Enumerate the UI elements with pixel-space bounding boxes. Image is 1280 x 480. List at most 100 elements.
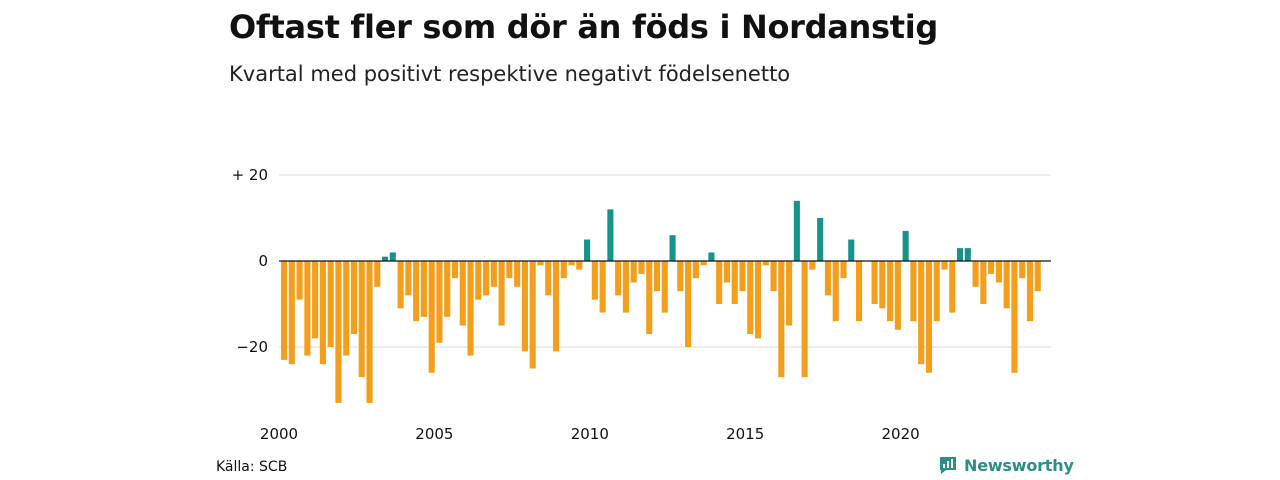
bar-negative: [529, 261, 536, 369]
bar-negative: [824, 261, 831, 296]
bar-negative: [731, 261, 738, 304]
y-tick-label: + 20: [232, 166, 268, 184]
bar-positive: [669, 235, 676, 261]
bar-negative: [988, 261, 995, 274]
x-tick-label: 2000: [260, 425, 298, 443]
bar-negative: [428, 261, 435, 373]
bar-negative: [894, 261, 901, 330]
bar-negative: [630, 261, 637, 283]
bar-positive: [793, 200, 800, 261]
bar-negative: [832, 261, 839, 322]
bar-negative: [972, 261, 979, 287]
bar-positive: [902, 230, 909, 261]
bar-negative: [615, 261, 622, 296]
bar-negative: [1011, 261, 1018, 373]
x-tick-label: 2005: [415, 425, 453, 443]
bar-positive: [964, 248, 971, 261]
brand-name: Newsworthy: [964, 455, 1074, 475]
chart-title: Oftast fler som dör än föds i Nordanstig: [229, 8, 939, 46]
bar-negative: [801, 261, 808, 378]
bar-negative: [319, 261, 326, 365]
bar-negative: [949, 261, 956, 313]
bar-negative: [545, 261, 552, 296]
bar-negative: [459, 261, 466, 326]
x-tick-label: 2010: [571, 425, 609, 443]
bar-positive: [607, 209, 614, 261]
bar-negative: [420, 261, 427, 317]
newsworthy-logo-icon: [940, 457, 956, 474]
bar-negative: [879, 261, 886, 309]
bar-negative: [786, 261, 793, 326]
bar-negative: [490, 261, 497, 287]
bar-negative: [622, 261, 629, 313]
bar-negative: [653, 261, 661, 292]
bar-negative: [1003, 261, 1010, 309]
bar-positive: [708, 252, 715, 261]
bar-negative: [475, 261, 482, 300]
bar-negative: [397, 261, 404, 309]
brand-logo[interactable]: Newsworthy: [938, 455, 1074, 475]
bar-negative: [312, 261, 319, 339]
bar-negative: [840, 261, 847, 279]
axes: + 20 0 −20 2000 2005 2010 2015 2020: [232, 166, 1051, 443]
bar-negative: [436, 261, 443, 343]
bar-negative: [288, 261, 295, 365]
bar-negative: [1034, 261, 1041, 292]
bar-negative: [747, 261, 754, 335]
bar-negative: [770, 261, 777, 292]
bar-positive: [817, 218, 824, 261]
bar-negative: [677, 261, 684, 292]
y-tick-label: −20: [236, 338, 268, 356]
bar-negative: [646, 261, 653, 335]
bar-negative: [335, 261, 342, 403]
bar-negative: [366, 261, 373, 403]
bar-negative: [506, 261, 513, 279]
bar-negative: [638, 261, 645, 274]
bar-positive: [382, 256, 389, 261]
bar-positive: [389, 252, 396, 261]
bar-positive: [848, 239, 855, 261]
bar-negative: [413, 261, 420, 322]
chart-subtitle: Kvartal med positivt respektive negativt…: [229, 62, 791, 86]
bar-negative: [809, 261, 816, 270]
bar-negative: [1019, 261, 1026, 279]
bar-negative: [1026, 261, 1034, 322]
bar-negative: [739, 261, 746, 292]
bar-negative: [980, 261, 987, 304]
bar-negative: [661, 261, 668, 313]
bar-negative: [327, 261, 334, 347]
bar-negative: [887, 261, 894, 322]
bar-positive: [956, 248, 964, 261]
bar-positive: [584, 239, 591, 261]
bar-negative: [444, 261, 451, 317]
bar-negative: [281, 261, 288, 360]
bar-negative: [941, 261, 948, 270]
bar-negative: [855, 261, 863, 322]
bar-negative: [918, 261, 925, 365]
bar-negative: [374, 261, 381, 287]
bar-negative: [591, 261, 598, 300]
bar-negative: [568, 261, 575, 266]
bar-negative: [343, 261, 350, 356]
x-tick-label: 2015: [726, 425, 764, 443]
bar-negative: [723, 261, 730, 283]
bar-negative: [358, 261, 365, 378]
bar-negative: [700, 261, 707, 266]
bar-negative: [716, 261, 723, 304]
bar-negative: [925, 261, 933, 373]
bar-negative: [576, 261, 583, 270]
bar-negative: [537, 261, 544, 266]
bar-negative: [560, 261, 567, 279]
bar-negative: [467, 261, 474, 356]
bar-negative: [350, 261, 358, 335]
bar-negative: [762, 261, 769, 266]
bar-negative: [778, 261, 785, 378]
bars: [281, 200, 1041, 403]
source-label: Källa: SCB: [216, 459, 288, 475]
bar-negative: [405, 261, 412, 296]
bar-negative: [483, 261, 490, 296]
bar-negative: [995, 261, 1002, 283]
bar-negative: [910, 261, 917, 322]
bar-negative: [514, 261, 521, 287]
